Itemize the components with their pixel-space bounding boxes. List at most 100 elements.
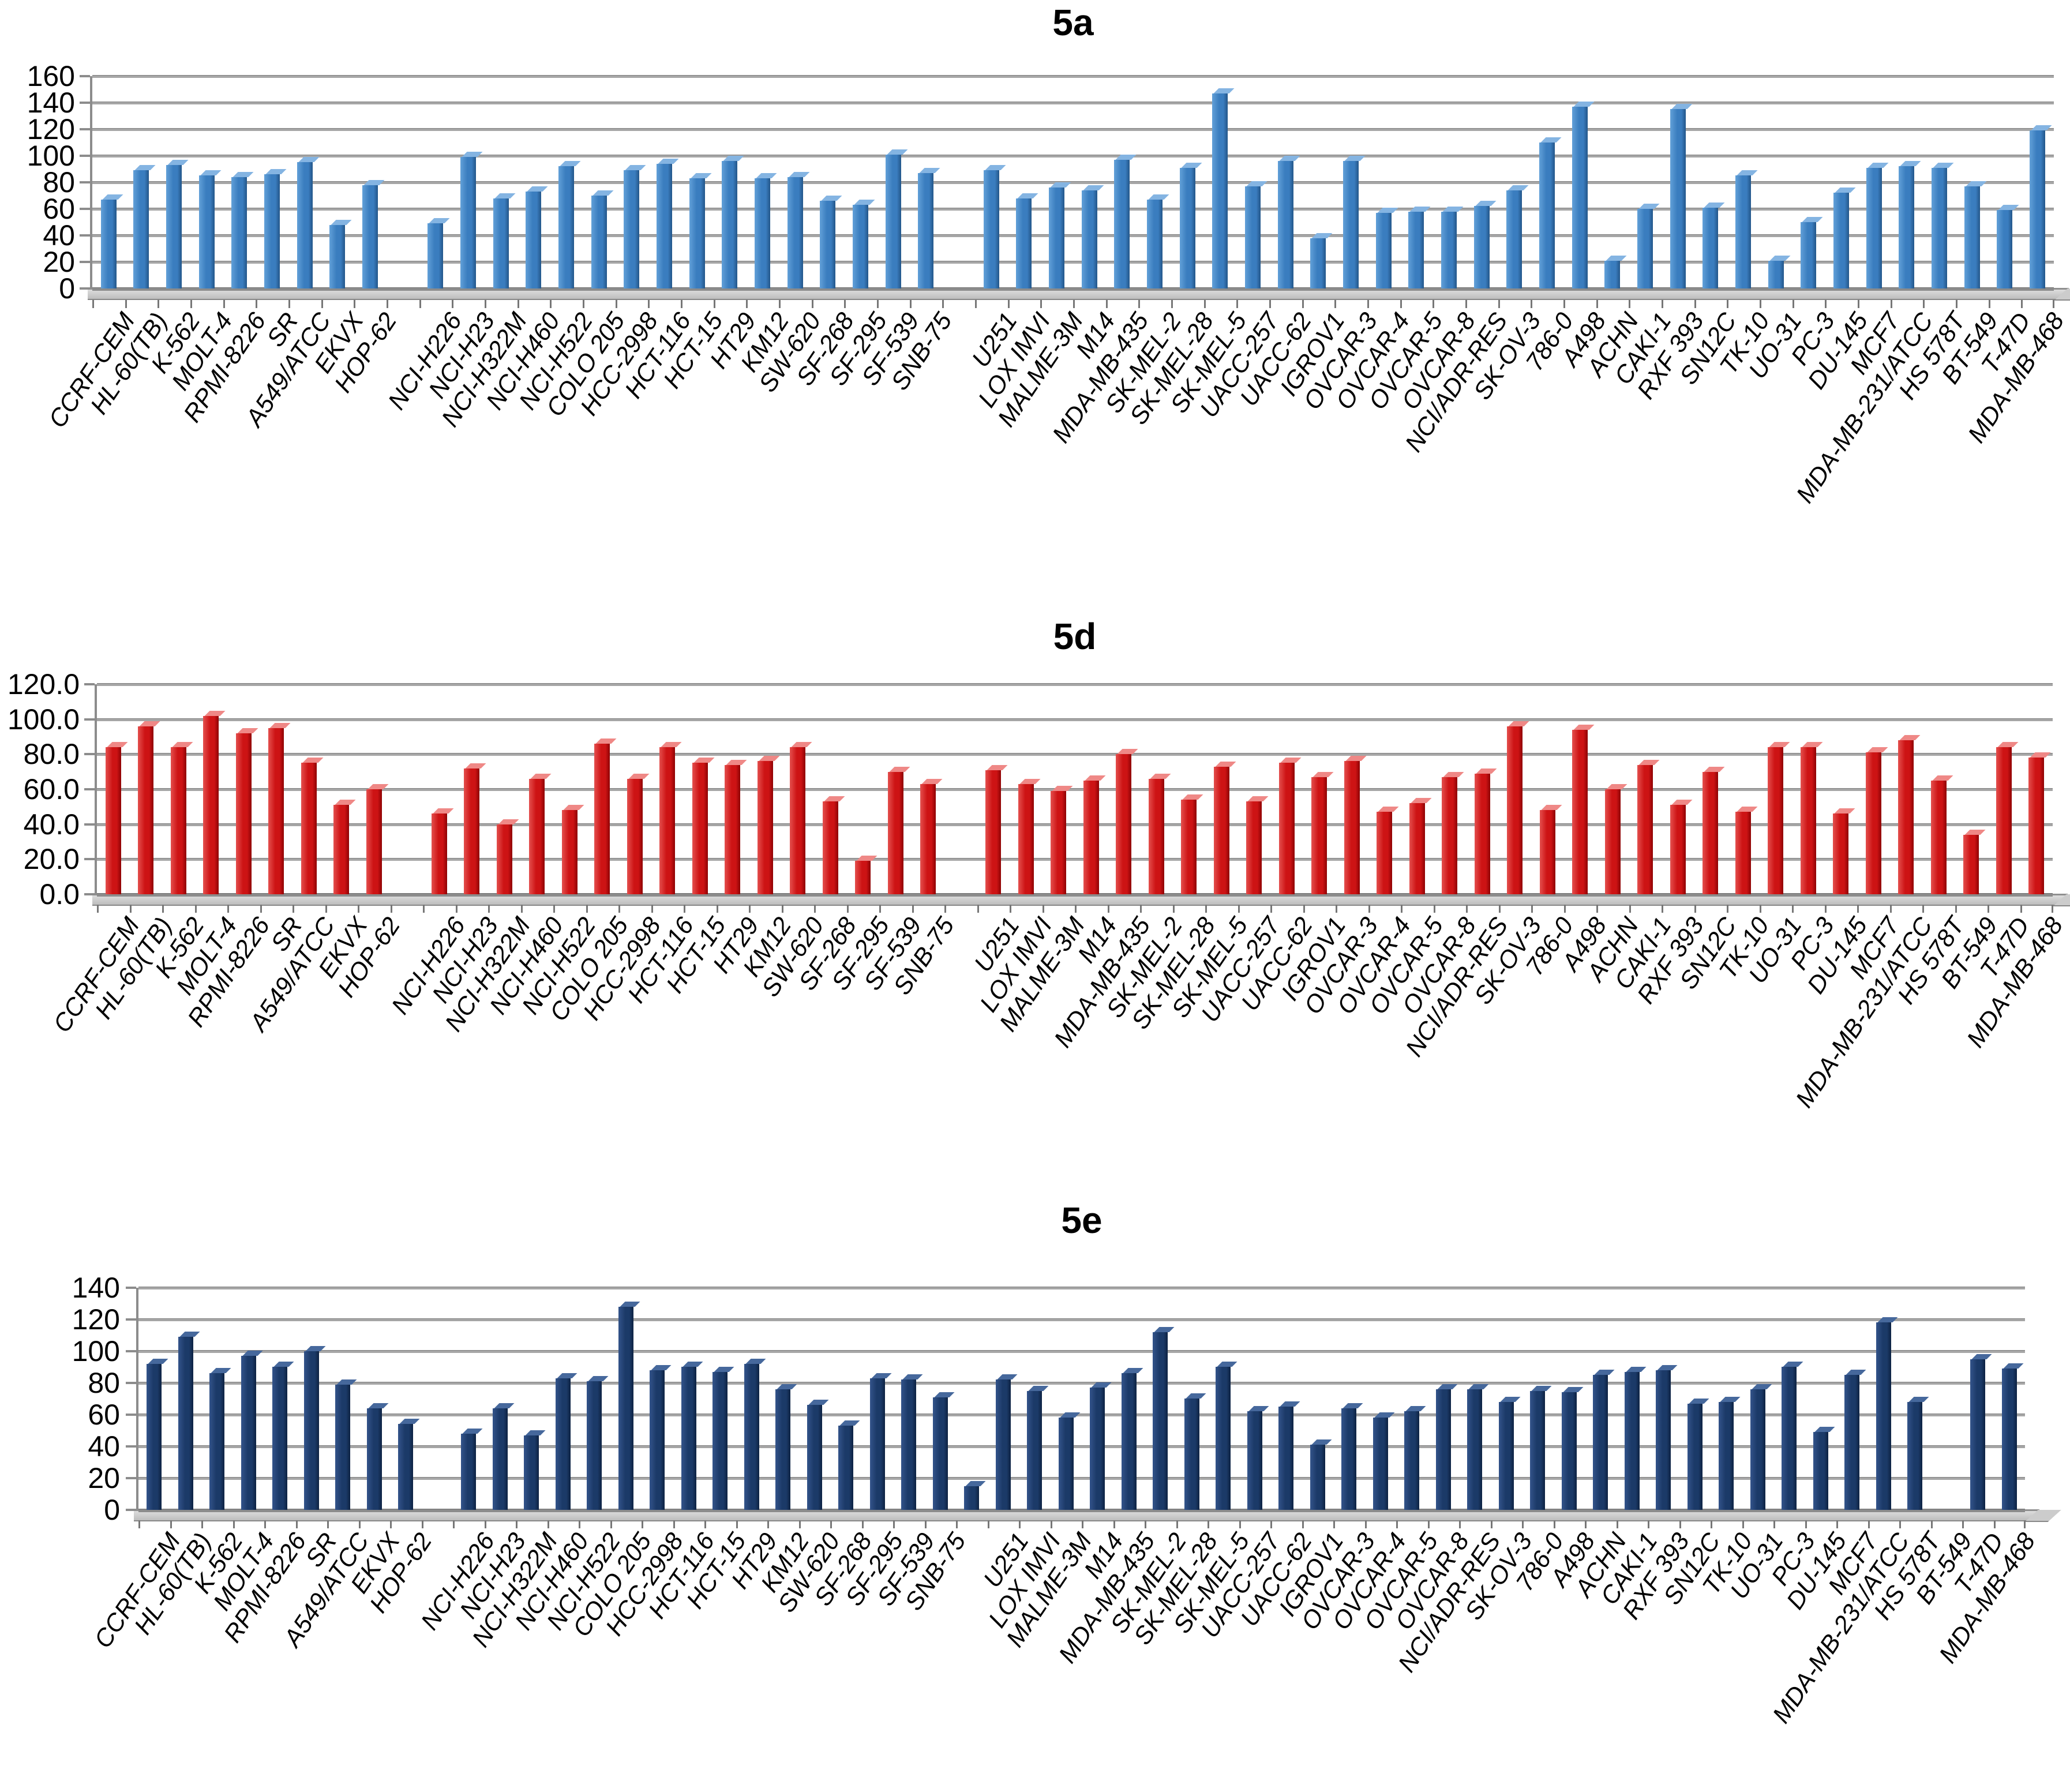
bar-top-face bbox=[620, 1302, 640, 1307]
x-tick bbox=[1994, 1520, 1996, 1528]
x-tick bbox=[814, 905, 816, 913]
bar-top-face bbox=[204, 711, 226, 716]
x-tick bbox=[423, 905, 425, 913]
x-tick bbox=[359, 1520, 361, 1528]
bar-top-face bbox=[759, 756, 780, 761]
bar-top-face bbox=[777, 1384, 797, 1389]
x-tick bbox=[1239, 1520, 1241, 1528]
bar-top-face bbox=[1541, 805, 1562, 810]
bar-top-face bbox=[1638, 760, 1660, 765]
bar-top-face bbox=[839, 1420, 860, 1426]
x-tick bbox=[1465, 300, 1467, 308]
y-tick bbox=[80, 128, 90, 130]
bar-T-47D bbox=[1996, 742, 2019, 894]
bar-DU-145 bbox=[1833, 808, 1855, 894]
chart-title-5a: 5a bbox=[1052, 2, 1094, 43]
bar-UO-31 bbox=[1768, 256, 1791, 288]
bar-SF-539 bbox=[901, 1374, 923, 1510]
bar-CCRF-CEM bbox=[147, 1359, 168, 1510]
bar-OVCAR-8 bbox=[1436, 1384, 1458, 1510]
bar-MALME-3M bbox=[1049, 182, 1071, 288]
bar-UO-31 bbox=[1768, 742, 1790, 894]
bar-CAKI-1 bbox=[1637, 204, 1660, 288]
bar-SK-MEL-2 bbox=[1149, 774, 1171, 894]
bar-OVCAR-8 bbox=[1442, 772, 1464, 894]
bar-top-face bbox=[1671, 104, 1693, 109]
bar-top-face bbox=[1908, 1397, 1929, 1402]
bar-UACC-257 bbox=[1246, 796, 1269, 894]
bar-NCI-H23 bbox=[464, 763, 486, 894]
x-tick bbox=[1694, 300, 1696, 308]
x-tick bbox=[1401, 905, 1402, 913]
bar-top-face bbox=[429, 218, 450, 223]
x-tick bbox=[1019, 1520, 1021, 1528]
bar-HOP-62 bbox=[398, 1419, 420, 1510]
bar-K-562 bbox=[209, 1368, 231, 1510]
bar-SN12C bbox=[1702, 767, 1725, 894]
y-label-40: 40 bbox=[88, 1430, 120, 1463]
bar-top-face bbox=[1769, 742, 1790, 747]
bar-SK-MEL-28 bbox=[1180, 163, 1202, 288]
bar-top-face bbox=[628, 774, 650, 779]
x-tick bbox=[1270, 905, 1272, 913]
x-tick bbox=[779, 300, 781, 308]
x-tick bbox=[2021, 300, 2023, 308]
bar-COLO 205 bbox=[591, 190, 614, 288]
x-tick bbox=[201, 1520, 203, 1528]
bar-top-face bbox=[1148, 194, 1169, 200]
bar-U251 bbox=[984, 165, 1006, 288]
bar-CAKI-1 bbox=[1637, 760, 1660, 894]
x-tick bbox=[616, 300, 617, 308]
x-tick bbox=[642, 1520, 643, 1528]
x-tick bbox=[2053, 300, 2054, 308]
bar-HCT-15 bbox=[712, 1367, 734, 1510]
bar-OVCAR-5 bbox=[1409, 798, 1432, 894]
x-tick bbox=[1367, 300, 1369, 308]
bar-MDA-MB-468 bbox=[2030, 125, 2052, 288]
x-tick bbox=[1596, 905, 1598, 913]
y-label-20: 20 bbox=[88, 1462, 120, 1494]
bar-top-face bbox=[1704, 767, 1725, 772]
x-tick bbox=[684, 905, 685, 913]
x-tick bbox=[1432, 300, 1434, 308]
bar-top-face bbox=[1657, 1365, 1678, 1370]
gridline-100 bbox=[138, 1350, 2025, 1353]
x-tick bbox=[1051, 1520, 1052, 1528]
bar-SF-295 bbox=[855, 856, 877, 894]
bar-top-face bbox=[211, 1368, 231, 1373]
bar-A498 bbox=[1562, 1387, 1584, 1510]
bar-top-face bbox=[595, 738, 617, 744]
x-tick bbox=[1396, 1520, 1398, 1528]
x-tick bbox=[292, 905, 294, 913]
bar-SK-MEL-28 bbox=[1184, 1393, 1206, 1510]
y-tick bbox=[84, 788, 95, 790]
bar-top-face bbox=[1802, 742, 1823, 747]
bar-MDA-MB-231/ATCC bbox=[1899, 161, 1921, 288]
x-tick bbox=[1858, 300, 1859, 308]
y-tick bbox=[126, 1350, 136, 1352]
x-tick bbox=[190, 300, 192, 308]
y-tick bbox=[80, 208, 90, 210]
bar-SK-MEL-2 bbox=[1147, 194, 1169, 288]
bar-top-face bbox=[298, 157, 320, 162]
bar-top-face bbox=[525, 1430, 546, 1435]
bar-top-face bbox=[1563, 1387, 1584, 1392]
y-label-0: 0 bbox=[104, 1494, 120, 1526]
x-tick bbox=[1987, 905, 1989, 913]
y-tick bbox=[84, 823, 95, 826]
x-tick bbox=[1208, 1520, 1209, 1528]
bar-top-face bbox=[1181, 163, 1202, 168]
y-label-60: 60 bbox=[43, 193, 75, 225]
x-tick bbox=[1825, 905, 1827, 913]
gridline-100.0 bbox=[97, 718, 2053, 721]
x-tick bbox=[1955, 905, 1957, 913]
x-tick bbox=[1073, 300, 1075, 308]
bar-top-face bbox=[1704, 203, 1725, 208]
x-tick bbox=[1333, 1520, 1335, 1528]
bar-top-face bbox=[1280, 758, 1302, 763]
y-label-60.0: 60.0 bbox=[23, 773, 80, 805]
x-tick bbox=[1236, 300, 1238, 308]
bar-DU-145 bbox=[1833, 188, 1856, 288]
bar-EKVX bbox=[367, 1403, 389, 1510]
x-tick bbox=[1302, 300, 1304, 308]
